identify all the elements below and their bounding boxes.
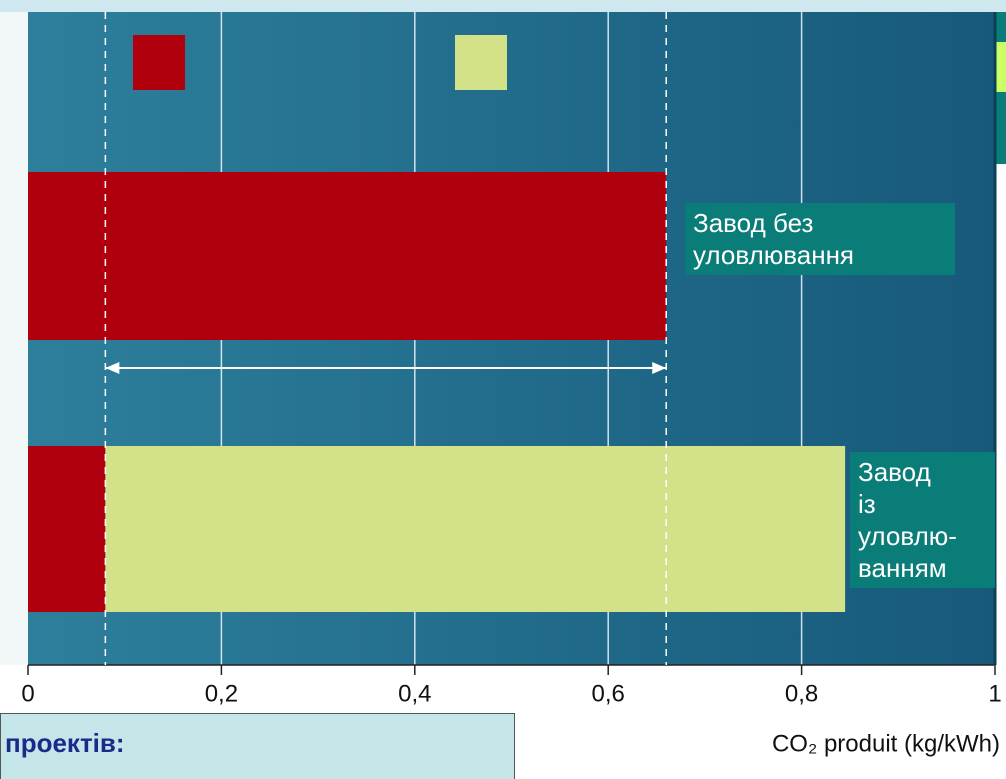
legend-swatch: [133, 35, 185, 90]
x-tick-label: 0,6: [592, 680, 625, 707]
bar-segment: [28, 172, 667, 340]
left-strip: [0, 12, 28, 665]
x-tick-label: 0,8: [785, 680, 818, 707]
footer-text: проектів:: [5, 728, 125, 758]
legend-swatch: [455, 35, 507, 90]
top-strip: [0, 0, 1006, 12]
x-tick-label: 0,2: [205, 680, 238, 707]
category-label: Завод без уловлювання: [685, 203, 955, 275]
x-tick-label: 0,4: [398, 680, 431, 707]
x-tick-label: 0: [21, 680, 34, 707]
bar-segment: [105, 446, 846, 612]
category-label: Завод із уловлю- ванням: [850, 452, 995, 588]
bar-segment: [28, 446, 106, 612]
footer-box: проектів:: [0, 713, 515, 779]
x-axis-label: CO₂ produit (kg/kWh): [772, 730, 1000, 757]
x-tick-label: 1: [988, 680, 1001, 707]
